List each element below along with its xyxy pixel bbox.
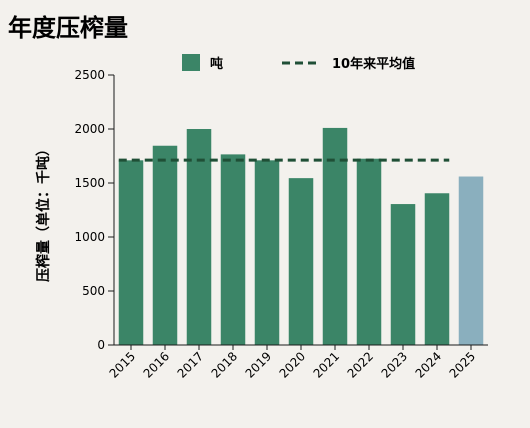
x-tick-label: 2020 [277, 349, 308, 380]
y-tick-label: 0 [97, 338, 105, 352]
y-tick-label: 1000 [74, 230, 105, 244]
legend-label-bars: 吨 [210, 56, 223, 72]
x-tick-label: 2023 [379, 349, 410, 380]
x-tick-label: 2019 [243, 349, 274, 380]
x-axis: 2015 2016 2017 2018 2019 2020 2021 2022 2023 2024… [107, 344, 488, 381]
bar-2021 [322, 127, 348, 345]
x-tick-label: 2022 [345, 349, 376, 380]
y-tick-label: 2000 [74, 122, 105, 136]
x-tick-label: 2017 [175, 349, 206, 380]
x-tick-label: 2018 [209, 349, 240, 380]
y-tick-label: 1500 [74, 176, 105, 190]
y-tick-label: 2500 [74, 68, 105, 82]
bar-2015 [118, 160, 144, 345]
bar-2022 [356, 158, 382, 345]
legend-swatch-bars [182, 54, 200, 71]
x-tick-label: 2024 [413, 349, 444, 380]
y-axis: 0 500 1000 1500 2000 2500 [74, 68, 115, 352]
bar-2018 [220, 154, 246, 345]
bar-2017 [186, 129, 212, 345]
bar-2016 [152, 145, 178, 345]
y-axis-label: 压榨量（单位：千吨） [35, 142, 52, 282]
legend: 吨 10年来平均值 [182, 54, 415, 72]
bar-2019 [254, 160, 280, 345]
bars [118, 127, 484, 345]
x-tick-label: 2016 [141, 349, 172, 380]
bar-2025 [458, 176, 484, 345]
x-tick-label: 2021 [311, 349, 342, 380]
bar-2020 [288, 178, 314, 345]
bar-2023 [390, 204, 416, 345]
y-tick-label: 500 [82, 284, 105, 298]
legend-label-average: 10年来平均值 [332, 56, 415, 72]
chart-title: 年度压榨量 [8, 14, 128, 42]
bar-2024 [424, 193, 450, 345]
x-tick-label: 2015 [107, 349, 138, 380]
x-tick-label: 2025 [447, 349, 478, 380]
